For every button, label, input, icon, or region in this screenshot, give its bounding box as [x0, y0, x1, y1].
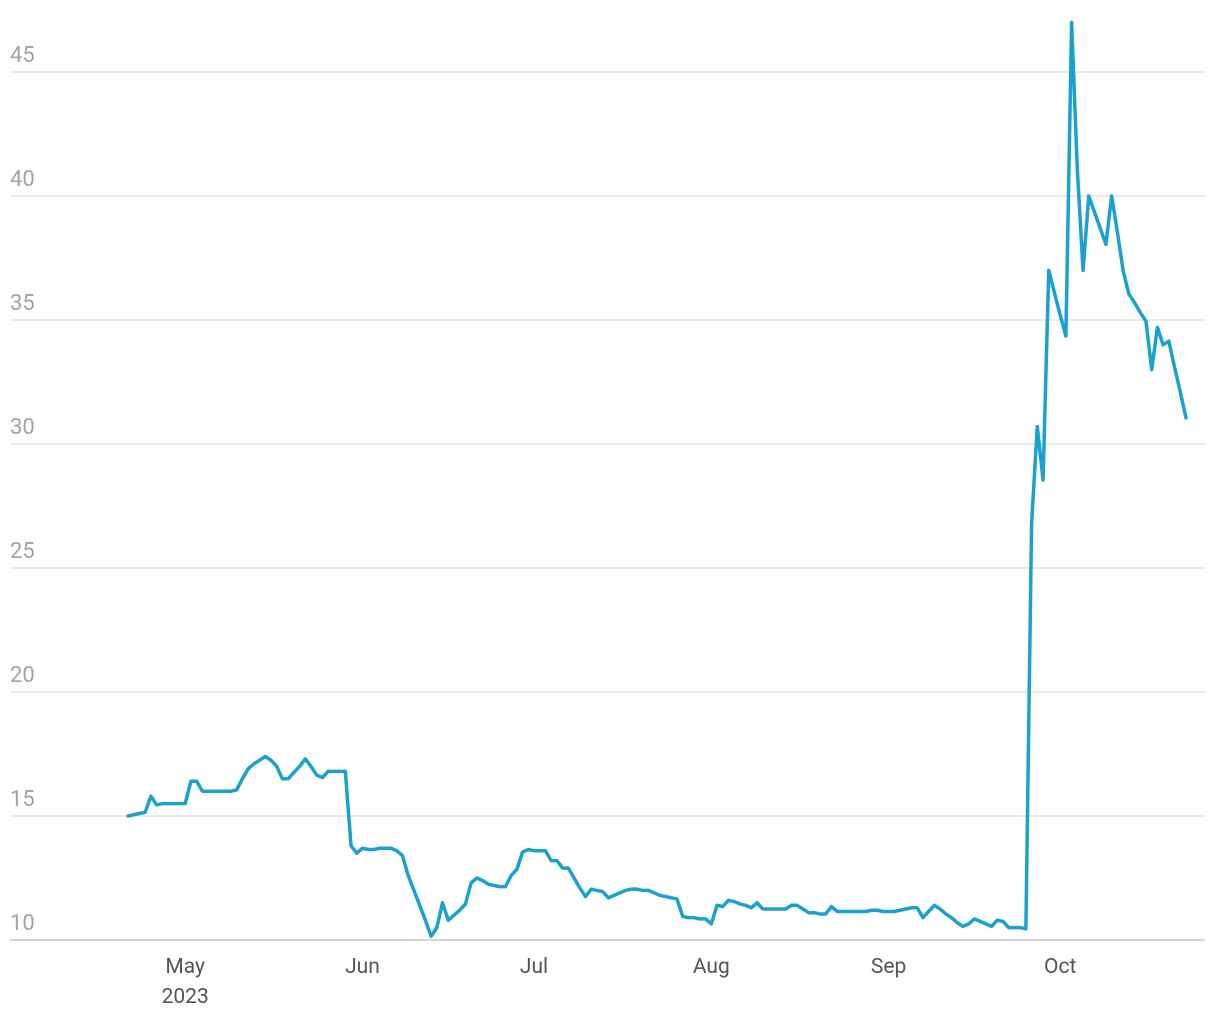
y-tick-label: 15	[10, 787, 35, 812]
y-tick-label: 35	[10, 291, 35, 316]
x-tick-label: Oct	[1044, 955, 1076, 979]
x-year-label: 2023	[162, 985, 209, 1009]
y-tick-label: 10	[10, 911, 35, 936]
y-tick-label: 25	[10, 539, 35, 564]
x-tick-label: Jul	[520, 955, 548, 979]
y-tick-label: 30	[10, 415, 35, 440]
y-tick-label: 45	[10, 43, 35, 68]
x-tick-label: Aug	[693, 955, 730, 979]
x-tick-label: Sep	[871, 955, 906, 979]
y-tick-label: 40	[10, 167, 35, 192]
x-tick-label: May	[165, 955, 205, 979]
y-tick-label: 20	[10, 663, 35, 688]
line	[126, 20, 1188, 939]
x-tick-label: Jun	[345, 955, 380, 979]
